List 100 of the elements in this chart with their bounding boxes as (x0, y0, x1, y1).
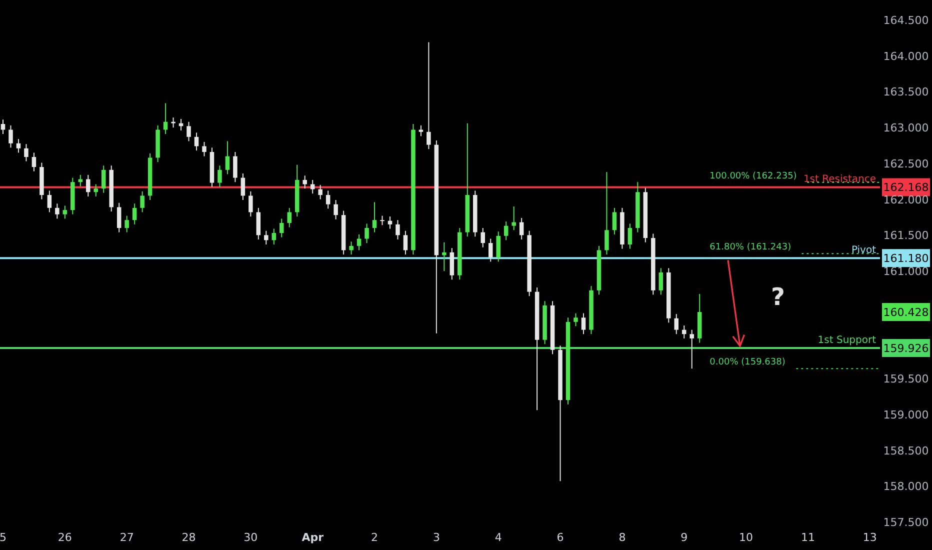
candlestick (94, 184, 98, 197)
candlestick (418, 124, 424, 137)
x-tick-label: 2 (371, 531, 378, 544)
x-tick-label: 9 (680, 531, 688, 544)
candlestick (225, 140, 230, 175)
candlestick (47, 190, 52, 213)
text: 159.926 (883, 342, 929, 356)
ref-line-label: 1st Resistance (803, 174, 876, 186)
candlestick (318, 184, 322, 200)
ref-line-label: 0.00% (159.638) (710, 358, 786, 368)
candlestick (272, 228, 276, 245)
candlestick (0, 119, 6, 135)
candlestick (604, 172, 609, 256)
candlestick (512, 206, 516, 231)
x-tick-label: 11 (800, 531, 815, 544)
candlestick (24, 144, 28, 162)
x-tick-label: 28 (182, 531, 196, 544)
y-tick-label: 163.500 (883, 86, 929, 99)
y-tick-label: 159.000 (883, 408, 929, 422)
y-tick-label: 161.500 (883, 229, 929, 242)
candlestick (32, 152, 36, 172)
x-tick-label: 27 (120, 531, 134, 544)
x-tick-label: 8 (618, 531, 626, 544)
candlestick (202, 141, 206, 157)
candlestick (218, 165, 222, 188)
candlestick (496, 231, 500, 262)
candlestick (140, 190, 144, 213)
text: 162.168 (883, 181, 929, 194)
y-tick-label: 164.000 (883, 50, 929, 63)
candlestick (55, 203, 60, 220)
candlestick (116, 202, 122, 233)
candlestick (194, 132, 199, 152)
x-tick-label: 10 (739, 531, 754, 544)
candlestick (426, 42, 431, 150)
candlestick (86, 174, 90, 197)
x-tick-label: 13 (862, 531, 877, 544)
candlestick (62, 205, 68, 220)
candlestick (519, 217, 524, 240)
candlestick (356, 234, 362, 251)
y-tick-label: 159.500 (883, 372, 929, 386)
x-tick-label: 5 (0, 531, 6, 544)
candlestick (280, 218, 284, 238)
candlestick (287, 207, 292, 228)
candlestick (101, 165, 106, 194)
y-tick-label: 161.000 (883, 265, 929, 278)
y-tick-label: 157.500 (883, 516, 929, 529)
candlestick (326, 190, 330, 210)
candlestick (132, 203, 137, 225)
candlestick (674, 314, 679, 335)
candlestick (396, 220, 400, 240)
candlestick (124, 215, 129, 233)
y-tick-label: 163.000 (883, 122, 929, 135)
candlestick (690, 329, 694, 370)
candlestick (16, 138, 21, 154)
x-tick-label: 3 (432, 531, 440, 544)
text: 161.180 (883, 252, 929, 266)
x-tick-label: 4 (494, 531, 502, 544)
candlestick (349, 241, 354, 256)
candlestick (186, 121, 191, 142)
candlestick (628, 223, 632, 250)
candlestick (442, 242, 446, 272)
candlestick (450, 248, 454, 280)
candlestick (334, 200, 338, 220)
candlestick (403, 230, 408, 256)
candlestick (264, 230, 268, 245)
candlestick (364, 223, 369, 244)
text: 160.428 (883, 306, 929, 320)
candlestick (302, 175, 307, 190)
candlestick (233, 151, 238, 183)
candlestick (480, 227, 486, 248)
candlestick (612, 207, 617, 235)
candlestick (8, 124, 13, 148)
candlestick (504, 221, 508, 241)
ref-line-label: 100.00% (162.235) (710, 171, 797, 182)
candlestick (372, 202, 377, 233)
x-tick-label: 6 (556, 531, 564, 544)
x-tick-label: 26 (58, 531, 72, 544)
candlestick (574, 312, 578, 327)
candlestick (658, 268, 664, 296)
candlestick (240, 172, 246, 201)
candlestick (581, 312, 586, 335)
y-tick-label: 164.500 (883, 14, 929, 27)
y-tick-label: 158.500 (883, 444, 929, 458)
candlestick (488, 238, 493, 262)
x-tick-label: Apr (302, 531, 324, 544)
ref-line-label: 61.80% (161.243) (710, 242, 792, 253)
candlestick (380, 215, 384, 226)
candlestick (248, 190, 253, 217)
candlestick (171, 117, 176, 128)
y-tick-label: 162.000 (883, 193, 929, 206)
candlestick (78, 174, 83, 187)
annotation: ? (771, 283, 785, 311)
candlestick (256, 207, 261, 240)
x-tick-label: 30 (244, 531, 258, 544)
candlestick (310, 179, 315, 194)
candlestick (163, 102, 168, 135)
y-tick-label: 162.500 (883, 157, 929, 170)
candlestick (388, 216, 392, 230)
ref-line-label: Pivot (851, 245, 876, 256)
y-tick-label: 158.000 (883, 480, 929, 494)
